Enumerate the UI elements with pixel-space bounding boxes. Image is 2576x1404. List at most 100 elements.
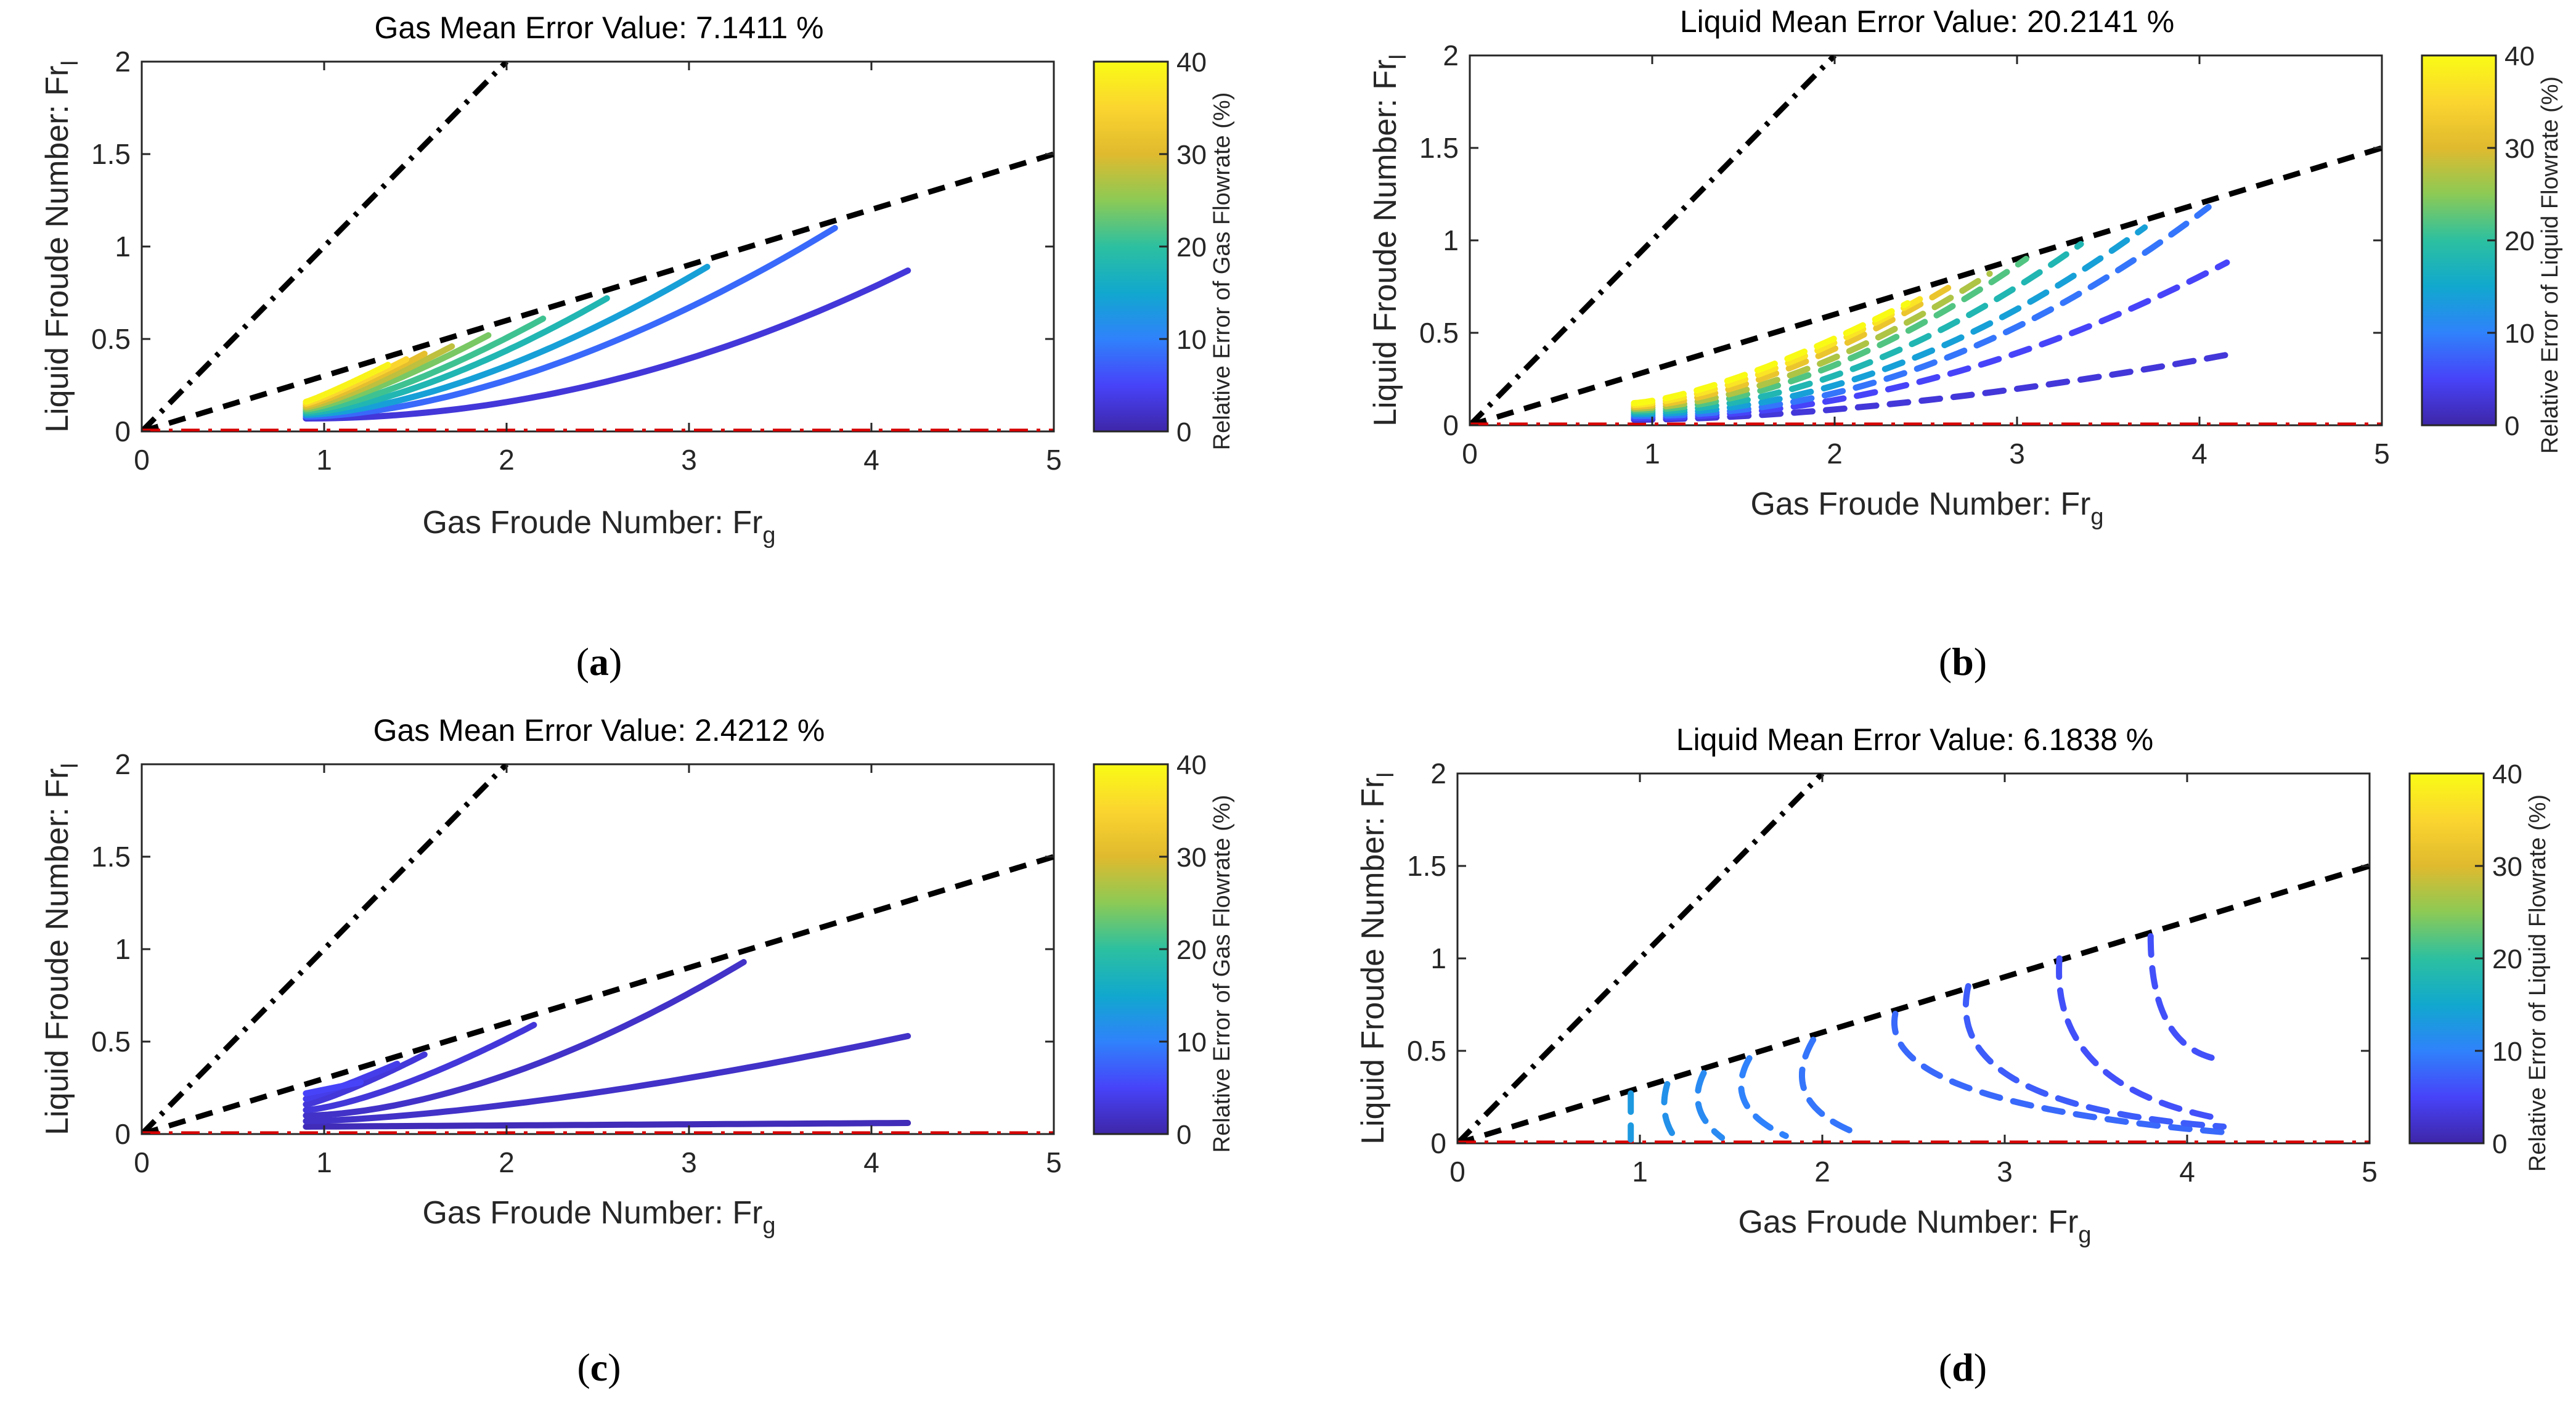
y-tick-label: 2 [1443,39,1459,71]
reference-line-shallow [1470,145,2382,425]
colorbar-tick-label: 40 [1176,47,1207,78]
y-tick-label: 1.5 [1419,132,1459,164]
y-tick-label: 1.5 [1407,850,1446,882]
panel-a-colorbar-label: Relative Error of Gas Flowrate (%) [1209,92,1235,451]
series-line-L8 [1631,282,1957,410]
panel-a-colorbar: 0 10 20 30 40 [1093,47,1207,447]
series-line-L4 [1631,224,2148,417]
x-tick-label: 0 [134,1146,150,1178]
series-line-V2 [1661,1081,1680,1143]
colorbar-tick-label: 0 [1176,417,1191,447]
data-layer [1470,55,2382,425]
y-tick-label: 0 [115,415,131,447]
series-line-L7 [303,1079,364,1096]
panel-a-label: (a) [576,640,622,684]
panel-c-ylabel: Liquid Froude Number: Frl [39,763,83,1135]
x-tick-label: 5 [1046,444,1062,476]
colorbar-tick-label: 0 [2492,1129,2507,1159]
series-line-V7 [1962,983,2227,1130]
colorbar-tick-label: 40 [1176,750,1207,780]
series-line-V4 [1738,1055,1789,1139]
series-line-L5 [1631,241,2084,415]
x-tick-label: 1 [1644,438,1660,470]
colorbar-tick-label: 30 [1176,843,1207,873]
series-line-L5 [303,1051,428,1108]
y-tick-label: 0.5 [91,323,131,355]
axes-box [1469,54,2383,427]
y-tick-label: 0 [1443,409,1459,441]
panel-b-label: (b) [1939,640,1987,684]
panel-c-label: (c) [577,1345,621,1389]
panel-c-title: Gas Mean Error Value: 2.4212 % [373,713,825,748]
colorbar-gradient [2408,772,2485,1145]
panel-c-colorbar: 0 10 20 30 40 [1093,750,1207,1150]
x-tick-label: 0 [1449,1156,1465,1188]
colorbar-tick-label: 20 [1176,935,1207,965]
x-tick-label: 1 [1632,1156,1648,1188]
reference-line-shallow [142,151,1054,431]
y-tick-label: 0.5 [1419,317,1459,349]
y-tick-label: 2 [115,748,131,780]
colorbar-gradient [1093,60,1169,433]
reference-line-steep [142,62,509,431]
x-tick-label: 5 [1046,1146,1062,1178]
y-tick-label: 1 [115,933,131,965]
x-tick-label: 2 [1814,1156,1830,1188]
axes-box [141,60,1055,433]
series-line-L5 [303,316,547,414]
reference-line-shallow [142,854,1054,1134]
series-line-L9 [1631,293,1929,408]
colorbar-tick-label: 20 [2505,226,2535,256]
series-line-L1 [1631,350,2240,423]
series-line-L2 [303,1033,911,1124]
panel-d-xlabel: Gas Froude Number: Frg [1738,1204,2091,1248]
panel-c-plot-area: 0 1 2 3 4 5 0 0.5 1 1.5 2 [91,748,1062,1178]
x-tick-label: 5 [2374,438,2390,470]
x-tick-label: 1 [316,1146,332,1178]
y-tick-label: 0.5 [1407,1035,1446,1067]
y-tick-label: 1 [115,231,131,263]
y-tick-label: 0 [1430,1127,1446,1159]
x-tick-label: 5 [2362,1156,2378,1188]
colorbar-tick-label: 30 [1176,140,1207,170]
panel-d: Liquid Mean Error Value: 6.1838 % 0 1 2 3 4 5… [1355,722,2551,1389]
panel-b-colorbar: 0 10 20 30 40 [2421,41,2535,441]
x-tick-label: 2 [499,444,515,476]
reference-line-steep [1470,55,1837,425]
x-tick-label: 4 [2191,438,2207,470]
y-tick-label: 0.5 [91,1026,131,1058]
panel-a-ylabel: Liquid Froude Number: Frl [39,60,83,433]
series-line-L1 [303,267,911,422]
data-layer [142,62,1054,431]
panel-a-xlabel: Gas Froude Number: Frg [422,505,775,549]
colorbar-tick-label: 20 [2492,944,2522,974]
data-layer [1457,773,2370,1143]
panel-a-title: Gas Mean Error Value: 7.1411 % [374,10,823,45]
panel-b-xlabel: Gas Froude Number: Frg [1750,486,2103,530]
series-line-L4 [303,295,610,416]
panel-c-xlabel: Gas Froude Number: Frg [422,1195,775,1239]
series-line-L3 [303,959,747,1119]
series-line-L3 [303,264,711,418]
panel-b-ylabel: Liquid Froude Number: Frl [1367,54,1411,427]
series-line-V3 [1694,1070,1726,1141]
series-line-V5 [1799,1037,1862,1137]
panel-b-title: Liquid Mean Error Value: 20.2141 % [1680,4,2174,39]
series-line-V8 [2056,955,2227,1122]
reference-line-steep [142,764,509,1134]
panel-c-colorbar-label: Relative Error of Gas Flowrate (%) [1209,795,1235,1153]
panel-d-plot-area: 0 1 2 3 4 5 0 0.5 1 1.5 2 [1407,757,2378,1188]
colorbar-tick-label: 10 [2492,1037,2522,1067]
y-tick-label: 1.5 [91,138,131,170]
panel-d-colorbar: 0 10 20 30 40 [2408,759,2522,1159]
series-line-L1 [303,1120,911,1130]
colorbar-tick-label: 30 [2492,852,2522,882]
series-line-L6 [1631,256,2029,414]
x-tick-label: 4 [863,444,879,476]
colorbar-tick-label: 10 [1176,325,1207,355]
colorbar-gradient [1093,763,1169,1135]
colorbar-tick-label: 10 [2505,319,2535,349]
y-tick-label: 1 [1430,942,1446,974]
panel-d-ylabel: Liquid Froude Number: Frl [1355,772,1399,1145]
